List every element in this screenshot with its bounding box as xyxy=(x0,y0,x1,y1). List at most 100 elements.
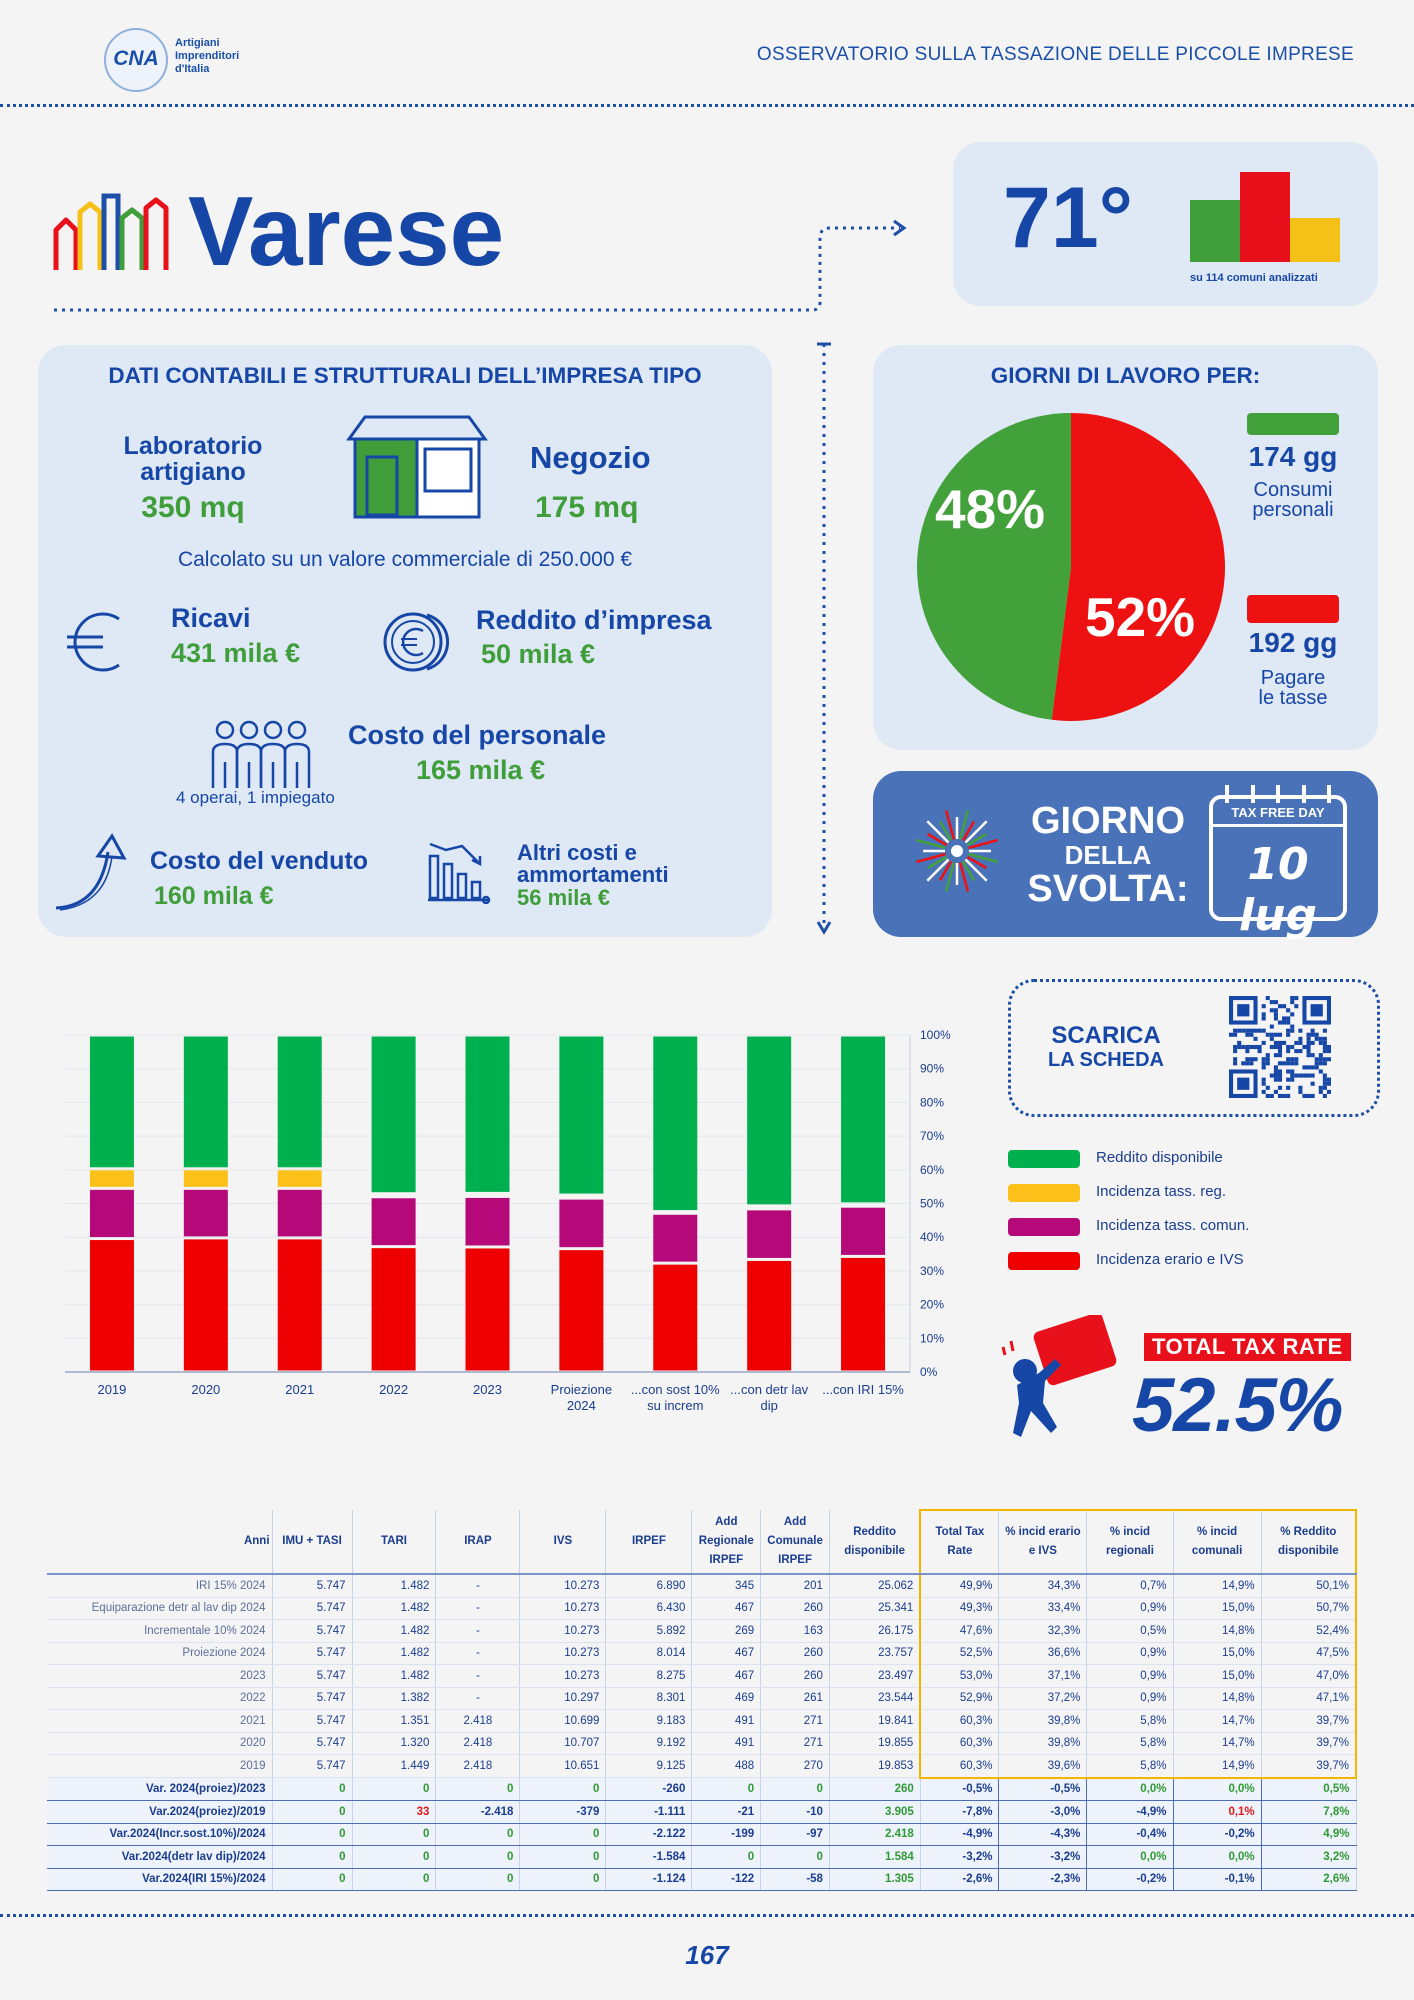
chart-bar-incidenza-tass-reg--1 xyxy=(183,1170,228,1187)
table-cell: 5.747 xyxy=(272,1709,353,1733)
table-cell: 14,7% xyxy=(1173,1732,1262,1755)
table-row-label: 2019 xyxy=(47,1754,273,1778)
chart-bar-reddito-disponibile-4 xyxy=(465,1036,510,1192)
table-var-label: Var.2024(proiez)/2019 xyxy=(47,1800,273,1824)
legend-swatch-comun xyxy=(1008,1218,1080,1236)
chart-bar-incidenza-erario-e-ivs-7 xyxy=(747,1260,792,1371)
table-var-cell: -0,2% xyxy=(1086,1867,1174,1891)
table-cell: 5.747 xyxy=(272,1754,353,1778)
table-header-13: % Reddito disponibile xyxy=(1261,1509,1357,1575)
cost-arrow-icon xyxy=(55,833,127,911)
table-header-12: % incid comunali xyxy=(1173,1509,1262,1575)
table-var-row: Var.2024(IRI 15%)/2024 0 0 0 0 -1.124 -122 -58 1… xyxy=(47,1867,1357,1891)
chart-bar-incidenza-erario-e-ivs-4 xyxy=(465,1248,510,1371)
shop-label: Negozio xyxy=(530,440,651,475)
table-cell: 33,4% xyxy=(998,1597,1088,1620)
lab-value: 350 mq xyxy=(141,491,245,524)
table-cell: 9.192 xyxy=(605,1732,693,1755)
table-header-3: IRAP xyxy=(435,1510,521,1575)
consumi-days: 174 gg xyxy=(1248,441,1338,472)
table-var-cell: 0 xyxy=(435,1845,521,1869)
table-cell: 25.341 xyxy=(829,1597,921,1620)
table-var-cell: -1.124 xyxy=(605,1867,693,1891)
table-cell: 270 xyxy=(760,1754,830,1778)
table-cell: 8.301 xyxy=(605,1687,693,1710)
table-cell: 36,6% xyxy=(998,1642,1088,1665)
table-cell: 1.482 xyxy=(352,1597,437,1620)
cna-logo-sub: Artigiani Imprenditori d'Italia xyxy=(175,37,240,75)
table-var-cell: 0 xyxy=(519,1777,607,1801)
chart-category-label: 2023 xyxy=(473,1382,502,1397)
table-row: Equiparazione detr al lav dip 2024 5.747 1… xyxy=(47,1597,1357,1620)
pie-slice-consumi xyxy=(916,413,1071,720)
cna-logo: CNA xyxy=(104,28,168,92)
table-cell: 19.853 xyxy=(829,1754,921,1778)
table-cell: 50,7% xyxy=(1261,1597,1357,1620)
chart-bar-incidenza-erario-e-ivs-2 xyxy=(277,1239,322,1371)
workdays-title: GIORNI DI LAVORO PER: xyxy=(990,363,1261,388)
tax-burden-icon xyxy=(1001,1315,1117,1437)
table-var-cell: 0 xyxy=(272,1845,353,1869)
table-row-label: Incrementale 10% 2024 xyxy=(47,1619,273,1643)
table-row: 2022 5.747 1.382-10.297 8.301 469 261 23.544 52… xyxy=(47,1687,1357,1710)
table-row-label: 2022 xyxy=(47,1687,273,1710)
table-header-0: Anni xyxy=(47,1510,273,1575)
table-cell: 488 xyxy=(691,1754,762,1778)
chart-bar-incidenza-tass-comun--4 xyxy=(465,1197,510,1246)
table-var-cell: 1.305 xyxy=(829,1867,921,1891)
chart-y-tick: 50% xyxy=(920,1197,944,1211)
chart-category-label: Proiezione 2024 xyxy=(551,1382,612,1413)
table-header-11: % incid regionali xyxy=(1086,1509,1174,1575)
company-panel: DATI CONTABILI E STRUTTURALI DELL’IMPRES… xyxy=(38,345,772,937)
table-cell: 5.747 xyxy=(272,1664,353,1688)
table-cell: 0,9% xyxy=(1086,1687,1174,1710)
table-row-label: 2021 xyxy=(47,1709,273,1733)
reddito-value: 50 mila € xyxy=(481,639,596,669)
table-var-cell: 260 xyxy=(829,1777,921,1801)
skyline-icon xyxy=(53,193,169,270)
chart-category-label: ...con detr lav dip xyxy=(730,1382,809,1413)
table-row: 2021 5.747 1.351 2.418 10.699 9.183 491 271 19.8… xyxy=(47,1709,1357,1733)
download-box[interactable]: SCARICA LA SCHEDA xyxy=(1008,979,1380,1117)
table-cell: 467 xyxy=(691,1597,762,1620)
chart-bar-reddito-disponibile-2 xyxy=(277,1036,322,1168)
table-cell: 23.497 xyxy=(829,1664,921,1688)
table-row: 2020 5.747 1.320 2.418 10.707 9.192 491 271 19.8… xyxy=(47,1732,1357,1755)
table-cell: 10.273 xyxy=(519,1574,607,1598)
workers-group-icon xyxy=(211,720,311,788)
personale-note: 4 operai, 1 impiegato xyxy=(176,788,335,807)
table-cell: 60,3% xyxy=(919,1709,1000,1733)
table-var-cell: -379 xyxy=(519,1800,607,1824)
chart-bar-incidenza-tass-comun--6 xyxy=(653,1214,698,1262)
table-var-label: Var.2024(detr lav dip)/2024 xyxy=(47,1845,273,1869)
table-cell: 5,8% xyxy=(1086,1754,1174,1779)
table-var-cell: -1.584 xyxy=(605,1845,693,1869)
download-l2: LA SCHEDA xyxy=(1048,1049,1164,1071)
table-cell: 2.418 xyxy=(435,1709,521,1733)
table-var-cell: 0 xyxy=(435,1777,521,1801)
company-section-title: DATI CONTABILI E STRUTTURALI DELL’IMPRES… xyxy=(108,363,702,388)
qr-code-icon[interactable] xyxy=(1229,996,1331,1098)
table-cell: 271 xyxy=(760,1732,830,1755)
taxfree-panel: GIORNO DELLA SVOLTA: TAX FREE DAY 10 lug xyxy=(873,771,1378,941)
table-var-cell: 0 xyxy=(352,1845,437,1869)
table-cell: 39,7% xyxy=(1261,1754,1357,1779)
ranking-bar-yellow xyxy=(1290,218,1340,262)
table-var-cell: -0,5% xyxy=(998,1777,1088,1801)
chart-bar-reddito-disponibile-1 xyxy=(183,1036,228,1168)
table-header-6: Add Regionale IRPEF xyxy=(691,1510,762,1575)
table-cell: - xyxy=(435,1664,521,1688)
table-cell: 0,9% xyxy=(1086,1664,1174,1688)
table-cell: 260 xyxy=(760,1642,830,1665)
table-cell: 15,0% xyxy=(1173,1664,1262,1688)
chart-bar-incidenza-tass-comun--8 xyxy=(841,1207,886,1255)
chart-bar-reddito-disponibile-3 xyxy=(371,1036,416,1193)
chart-bar-incidenza-erario-e-ivs-0 xyxy=(89,1240,134,1371)
table-cell: 39,8% xyxy=(998,1709,1088,1733)
ranking-panel: 71° su 114 comuni analizzati xyxy=(953,142,1378,306)
consumi-swatch xyxy=(1247,413,1339,435)
table-cell: 269 xyxy=(691,1619,762,1643)
reddito-label: Reddito d’impresa xyxy=(476,605,712,635)
table-cell: 39,7% xyxy=(1261,1732,1357,1755)
table-cell: 6.890 xyxy=(605,1574,693,1598)
